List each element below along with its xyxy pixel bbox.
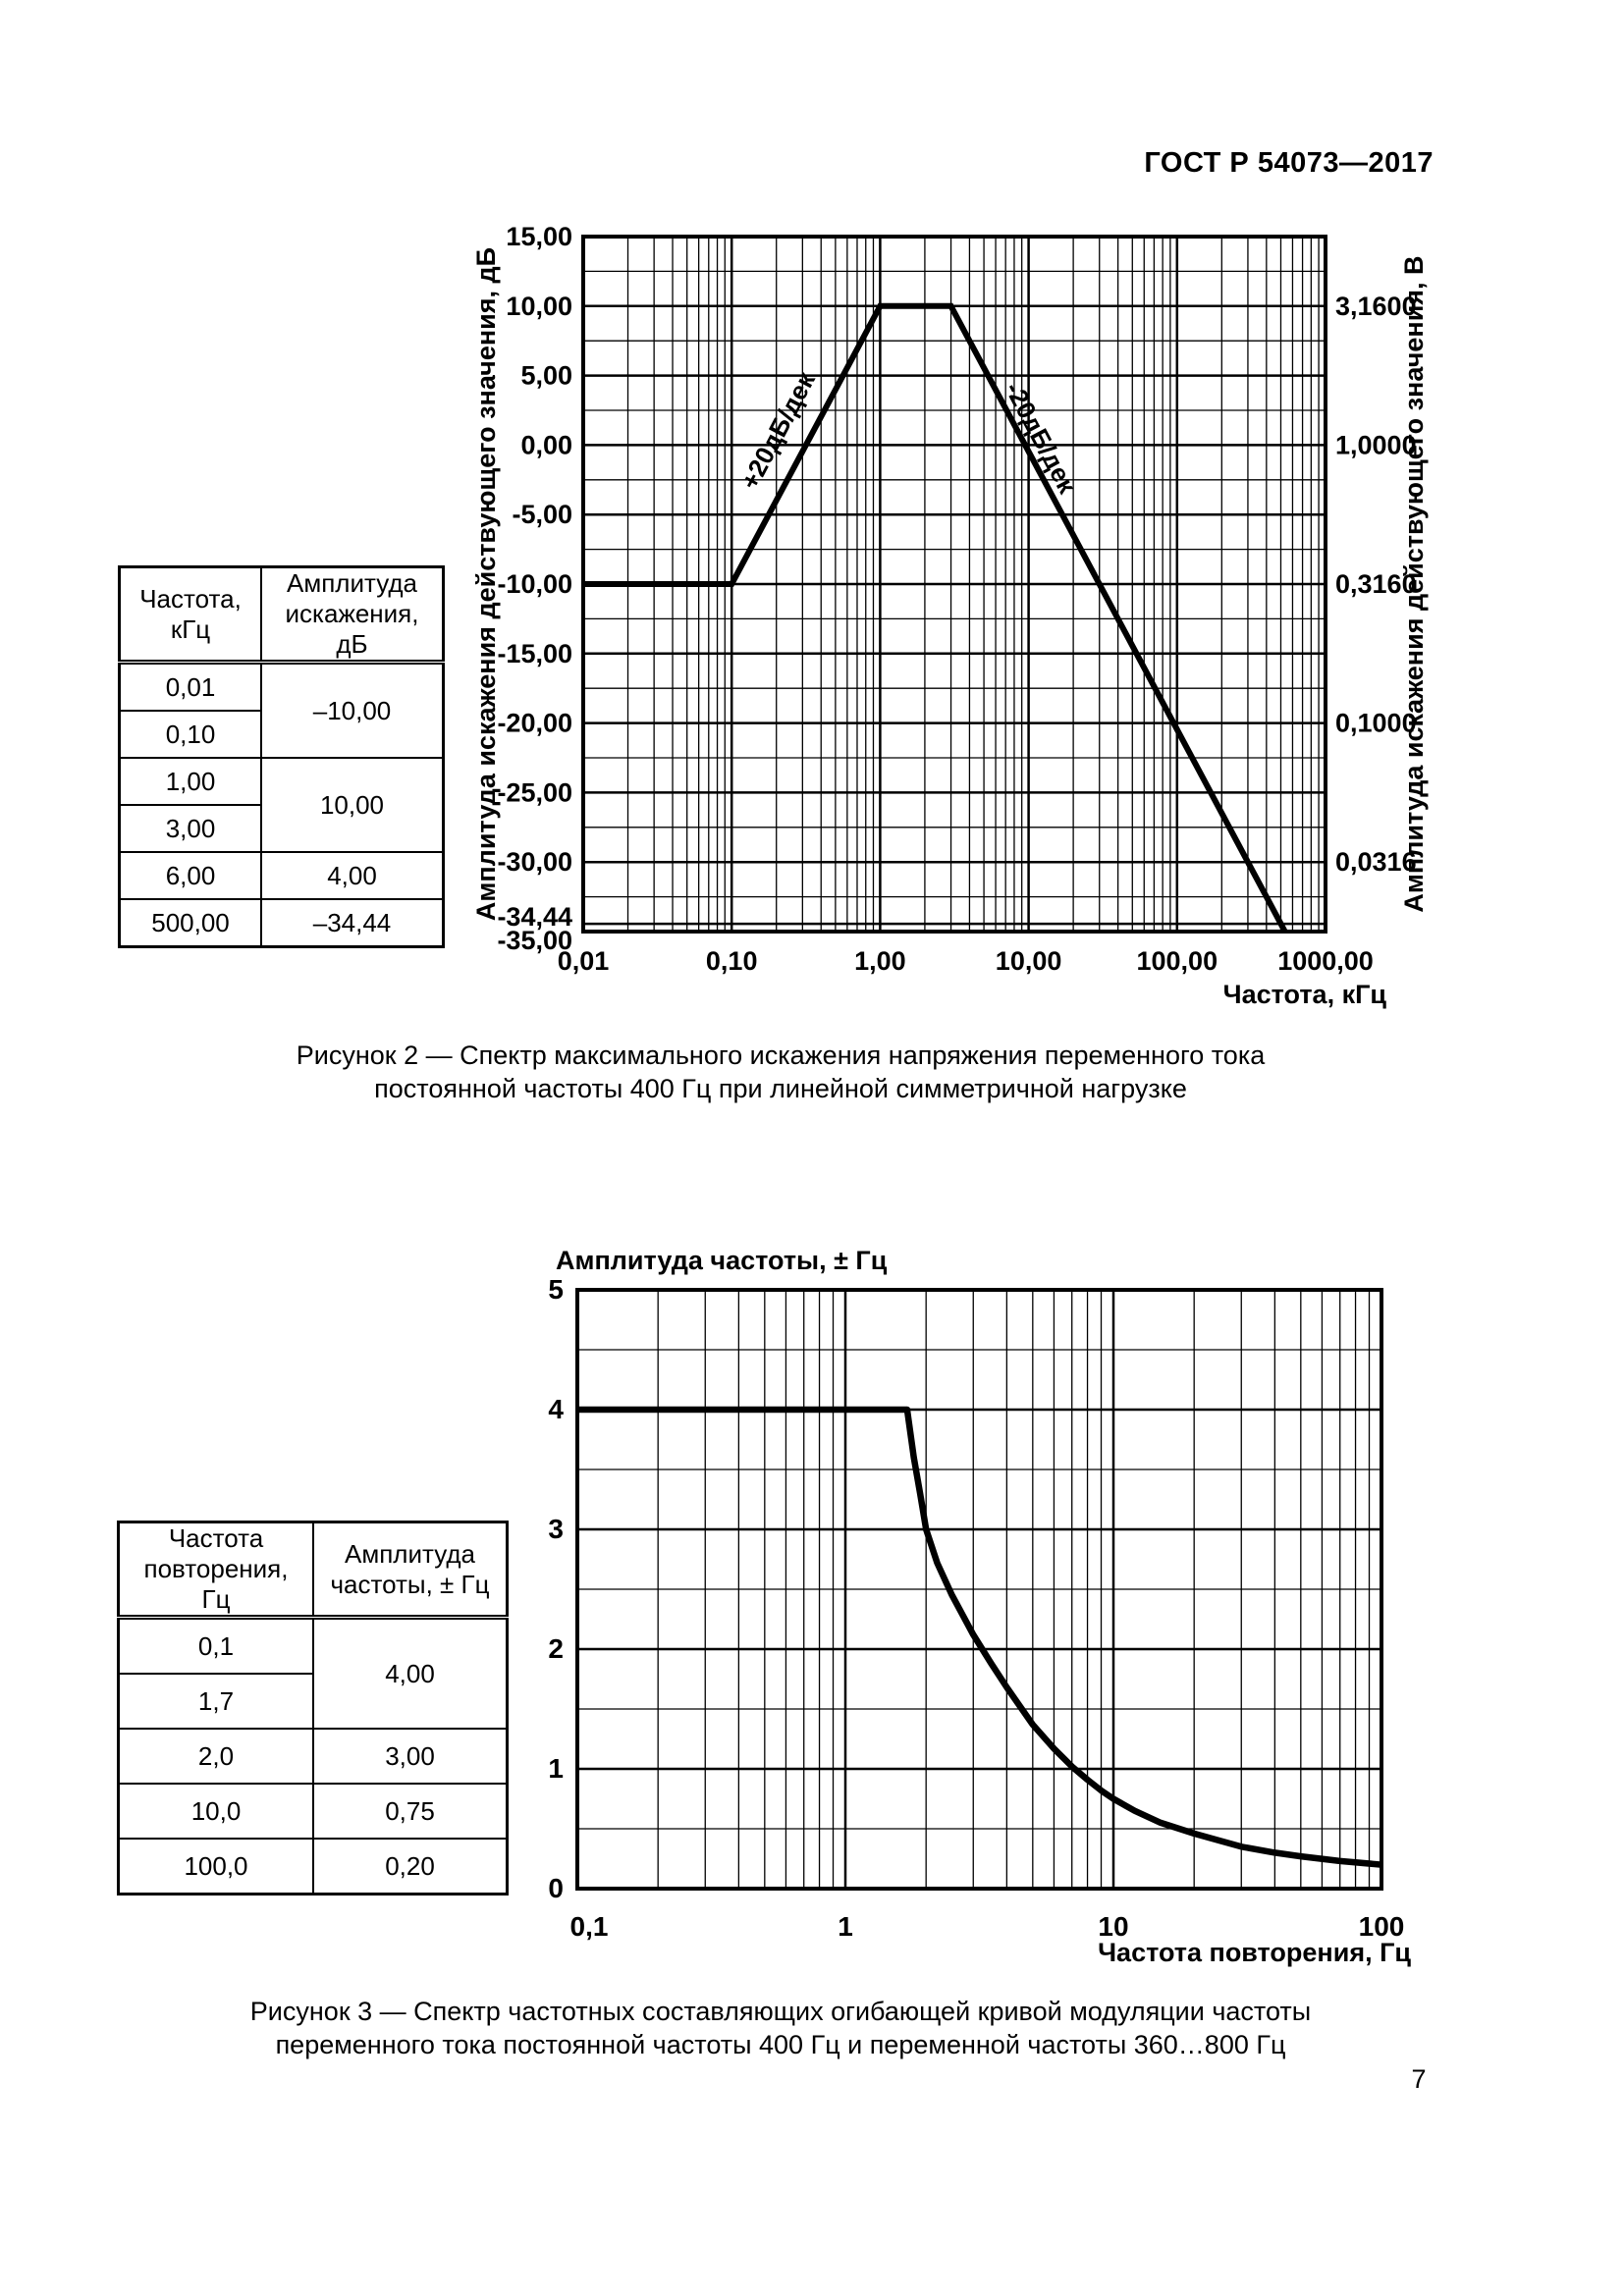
- figure2-x-axis-title: Частота, кГц: [1223, 980, 1387, 1009]
- frequency-cell: 1,00: [118, 757, 262, 806]
- figure3-caption-line1: Рисунок 3 — Спектр частотных составляющи…: [249, 1997, 1312, 2026]
- figure3-table-header-amplitude: Амплитуда частоты, ± Гц: [312, 1521, 509, 1620]
- frequency-cell: 1,7: [117, 1673, 314, 1730]
- y-tick-label: 5,00: [520, 361, 572, 391]
- data-curve: [577, 1406, 1382, 1868]
- table-row: 0,01 –10,00: [118, 661, 445, 759]
- figure2-y-axis-title-left: Амплитуда искажения действующего значени…: [471, 247, 501, 921]
- y-tick-label: -34,44: [497, 902, 572, 932]
- figure2-chart: 15,00 10,00 5,00 0,00 -5,00 -10,00 -15,00 -20,0…: [471, 222, 1429, 1009]
- y-tick-label: -20,00: [497, 709, 572, 738]
- table-row: 500,00 –34,44: [118, 898, 445, 948]
- frequency-cell: 6,00: [118, 851, 262, 900]
- amplitude-cell: 10,00: [260, 757, 445, 853]
- y-tick-label: -10,00: [497, 569, 572, 599]
- table-row: 3,00: [118, 804, 444, 853]
- figure3-y-axis-title: Амплитуда частоты, ± Гц: [556, 1246, 888, 1275]
- figure2-table: Частота, кГц Амплитуда искажения, дБ 0,0…: [118, 565, 445, 948]
- figure2-caption: Рисунок 2 — Спектр максимального искажен…: [29, 1039, 1532, 1105]
- x-tick-label: 1: [838, 1911, 853, 1942]
- x-tick-label: 0,01: [558, 946, 610, 976]
- amplitude-cell: 0,75: [312, 1783, 509, 1840]
- frequency-cell: 10,0: [117, 1783, 314, 1840]
- y-tick-label: -35,00: [497, 926, 572, 955]
- table-row: 2,0 3,00: [117, 1728, 509, 1785]
- doc-header: ГОСТ Р 54073—2017: [1144, 147, 1434, 179]
- y-tick-label: -5,00: [512, 500, 572, 529]
- figure3-table-header-frequency: Частота повторения, Гц: [117, 1521, 314, 1620]
- figure3-caption: Рисунок 3 — Спектр частотных составляющи…: [29, 1995, 1532, 2061]
- figure2-slope-annotation-up: +20дБ/дек: [734, 366, 821, 494]
- table-row: 10,0 0,75: [117, 1783, 509, 1840]
- y-tick-label: -25,00: [497, 777, 572, 807]
- frequency-cell: 0,01: [118, 661, 262, 712]
- x-tick-label: 1,00: [854, 946, 906, 976]
- frequency-cell: 0,1: [117, 1616, 314, 1675]
- right-tick-label: 1,0000: [1335, 430, 1417, 459]
- table-row: 100,0 0,20: [117, 1838, 509, 1896]
- page-number: 7: [1411, 2064, 1427, 2094]
- amplitude-cell: –10,00: [260, 661, 445, 759]
- y-tick-label: -15,00: [497, 639, 572, 668]
- table-row: 0,1 4,00: [117, 1616, 509, 1730]
- amplitude-cell: –34,44: [260, 898, 445, 948]
- table-row: 1,7: [117, 1673, 508, 1730]
- right-tick-label: 0,3160: [1335, 569, 1417, 599]
- table-header-row: Частота, кГц Амплитуда искажения, дБ: [118, 565, 445, 665]
- right-tick-label: 3,1600: [1335, 292, 1417, 321]
- figure2-table-header-amplitude: Амплитуда искажения, дБ: [260, 565, 445, 665]
- frequency-cell: 100,0: [117, 1838, 314, 1896]
- figure2-caption-line1: Рисунок 2 — Спектр максимального искажен…: [296, 1041, 1266, 1070]
- y-tick-label: -30,00: [497, 847, 572, 877]
- amplitude-cell: 4,00: [260, 851, 445, 900]
- y-tick-label: 3: [548, 1514, 564, 1544]
- figure2-plot-area: 15,00 10,00 5,00 0,00 -5,00 -10,00 -15,00 -20,0…: [497, 222, 1416, 976]
- x-tick-label: 10,00: [996, 946, 1062, 976]
- frequency-cell: 0,10: [118, 710, 262, 759]
- y-tick-label: 1: [548, 1753, 564, 1784]
- figure2-table-header-frequency: Частота, кГц: [118, 565, 262, 665]
- frequency-cell: 3,00: [118, 804, 262, 853]
- frequency-cell: 500,00: [118, 898, 262, 948]
- y-tick-label: 2: [548, 1633, 564, 1664]
- figure3-table: Частота повторения, Гц Амплитуда частоты…: [117, 1521, 509, 1896]
- y-tick-label: 0: [548, 1873, 564, 1903]
- amplitude-cell: 4,00: [312, 1616, 509, 1730]
- y-tick-label: 0,00: [520, 430, 572, 459]
- amplitude-cell: 3,00: [312, 1728, 509, 1785]
- y-tick-label: 15,00: [506, 222, 572, 251]
- x-tick-label: 100,00: [1137, 946, 1218, 976]
- table-row: 6,00 4,00: [118, 851, 445, 900]
- figure3-caption-line2: переменного тока постоянной частоты 400 …: [275, 2030, 1286, 2059]
- x-tick-label: 1000,00: [1277, 946, 1374, 976]
- y-tick-label: 4: [548, 1394, 564, 1424]
- y-tick-label: 5: [548, 1274, 564, 1305]
- plot-border: [575, 1288, 1383, 1891]
- x-tick-label: 100: [1359, 1911, 1405, 1942]
- x-tick-label: 0,1: [570, 1911, 609, 1942]
- y-tick-label: 10,00: [506, 292, 572, 321]
- figure2-y-axis-title-right: Амплитуда искажения действующего значени…: [1399, 255, 1429, 912]
- amplitude-cell: 0,20: [312, 1838, 509, 1896]
- x-tick-label: 0,10: [706, 946, 758, 976]
- table-row: 0,10: [118, 710, 444, 759]
- figure2-caption-line2: постоянной частоты 400 Гц при линейной с…: [374, 1074, 1187, 1103]
- data-curve: [583, 302, 1288, 934]
- x-tick-label: 10: [1098, 1911, 1128, 1942]
- right-tick-label: 0,0316: [1335, 847, 1417, 877]
- figure3-x-axis-title: Частота повторения, Гц: [1098, 1938, 1411, 1967]
- table-row: 1,00 10,00: [118, 757, 445, 853]
- table-header-row: Частота повторения, Гц Амплитуда частоты…: [117, 1521, 509, 1620]
- right-tick-label: 0,1000: [1335, 709, 1417, 738]
- frequency-cell: 2,0: [117, 1728, 314, 1785]
